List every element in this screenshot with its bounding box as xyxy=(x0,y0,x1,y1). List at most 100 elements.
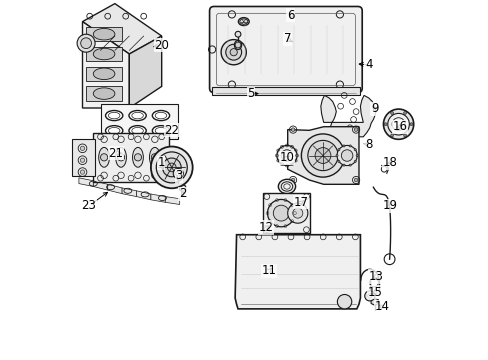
Ellipse shape xyxy=(93,68,115,80)
Circle shape xyxy=(117,154,124,161)
Circle shape xyxy=(353,160,356,162)
Polygon shape xyxy=(86,27,122,41)
Ellipse shape xyxy=(281,182,292,191)
FancyBboxPatch shape xyxy=(209,6,362,93)
Bar xyxy=(101,104,178,139)
Text: 6: 6 xyxy=(286,9,294,22)
Circle shape xyxy=(355,154,358,157)
Text: 5: 5 xyxy=(247,87,254,100)
Text: 22: 22 xyxy=(164,124,179,137)
Circle shape xyxy=(134,154,141,161)
Text: 4: 4 xyxy=(364,58,372,71)
Text: 8: 8 xyxy=(364,138,372,151)
Text: 1: 1 xyxy=(157,156,164,169)
Circle shape xyxy=(384,123,386,126)
Ellipse shape xyxy=(152,126,169,136)
Circle shape xyxy=(151,147,192,188)
Circle shape xyxy=(353,149,356,151)
Polygon shape xyxy=(136,191,151,200)
Ellipse shape xyxy=(105,111,122,121)
Ellipse shape xyxy=(129,111,146,121)
Circle shape xyxy=(337,160,339,162)
Circle shape xyxy=(291,128,294,131)
Circle shape xyxy=(156,152,187,183)
Text: 9: 9 xyxy=(370,102,378,115)
Ellipse shape xyxy=(105,126,122,136)
Circle shape xyxy=(281,150,292,161)
Ellipse shape xyxy=(234,41,241,50)
Text: 14: 14 xyxy=(374,300,389,313)
Circle shape xyxy=(364,291,374,301)
Polygon shape xyxy=(151,194,165,202)
Circle shape xyxy=(292,208,302,218)
Bar xyxy=(212,87,359,95)
Polygon shape xyxy=(287,127,358,184)
Polygon shape xyxy=(235,235,360,309)
Ellipse shape xyxy=(99,148,109,167)
Circle shape xyxy=(267,199,294,227)
Ellipse shape xyxy=(238,18,249,26)
Polygon shape xyxy=(79,178,93,186)
Circle shape xyxy=(235,31,241,37)
Circle shape xyxy=(342,164,345,166)
Circle shape xyxy=(167,163,176,172)
Text: 18: 18 xyxy=(382,156,397,169)
Polygon shape xyxy=(165,197,179,204)
Circle shape xyxy=(387,113,408,135)
Ellipse shape xyxy=(239,19,247,24)
Text: 21: 21 xyxy=(108,147,123,159)
Circle shape xyxy=(348,145,350,147)
Text: 3: 3 xyxy=(175,169,183,182)
Circle shape xyxy=(175,171,181,176)
Circle shape xyxy=(81,38,91,49)
Circle shape xyxy=(225,44,241,60)
Text: 13: 13 xyxy=(368,270,383,283)
Circle shape xyxy=(342,145,345,147)
Circle shape xyxy=(291,178,294,182)
Polygon shape xyxy=(86,86,122,101)
Polygon shape xyxy=(370,298,378,305)
Ellipse shape xyxy=(93,88,115,99)
Circle shape xyxy=(77,34,95,52)
Text: 15: 15 xyxy=(366,286,382,299)
Text: 23: 23 xyxy=(81,199,96,212)
Polygon shape xyxy=(122,188,136,197)
Ellipse shape xyxy=(149,148,160,167)
Polygon shape xyxy=(129,36,162,108)
Circle shape xyxy=(80,158,84,162)
Circle shape xyxy=(409,123,412,126)
Circle shape xyxy=(390,134,393,137)
Circle shape xyxy=(230,49,237,56)
Polygon shape xyxy=(82,22,129,108)
Text: 19: 19 xyxy=(382,199,397,212)
Circle shape xyxy=(307,140,337,171)
Text: 17: 17 xyxy=(293,196,308,209)
Circle shape xyxy=(336,145,356,166)
Circle shape xyxy=(287,203,307,223)
Text: 10: 10 xyxy=(279,151,294,164)
Polygon shape xyxy=(82,4,162,54)
Circle shape xyxy=(403,112,406,114)
Circle shape xyxy=(314,148,330,163)
Circle shape xyxy=(390,112,393,114)
Text: 11: 11 xyxy=(261,264,276,277)
Circle shape xyxy=(101,154,107,161)
Polygon shape xyxy=(107,184,122,194)
Polygon shape xyxy=(179,184,185,192)
Ellipse shape xyxy=(132,148,143,167)
Polygon shape xyxy=(86,67,122,81)
Ellipse shape xyxy=(93,28,115,40)
Circle shape xyxy=(273,205,288,221)
Bar xyxy=(263,193,309,233)
Text: 7: 7 xyxy=(284,32,291,45)
Text: 2: 2 xyxy=(179,187,186,200)
Text: 12: 12 xyxy=(258,221,273,234)
Circle shape xyxy=(337,149,339,151)
Circle shape xyxy=(354,128,357,131)
Text: 20: 20 xyxy=(154,39,169,51)
Ellipse shape xyxy=(115,148,126,167)
Circle shape xyxy=(276,145,296,166)
Circle shape xyxy=(354,178,357,182)
Text: 16: 16 xyxy=(392,120,407,133)
Circle shape xyxy=(80,146,84,150)
